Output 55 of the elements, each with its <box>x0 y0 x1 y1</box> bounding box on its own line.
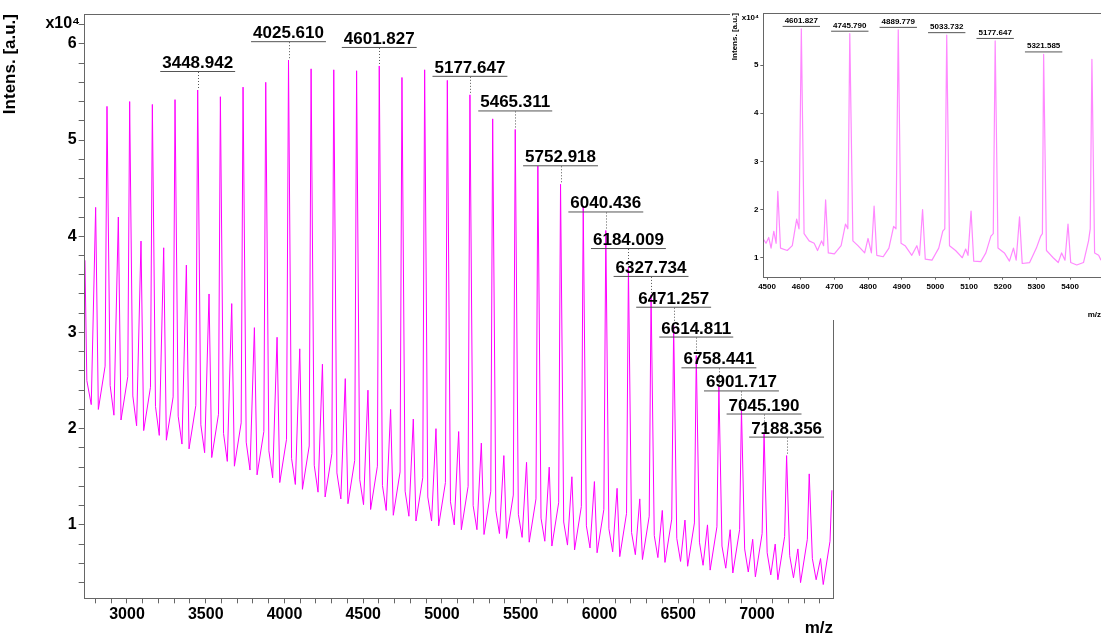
y-tick-label: 1 <box>67 515 77 533</box>
x-tick-label: 5000 <box>926 281 945 291</box>
annotation: 6471.257 <box>638 288 710 308</box>
annotation: 7188.356 <box>751 418 823 438</box>
x-tick-label: 3500 <box>187 605 224 623</box>
annotation: 5177.647 <box>978 27 1013 37</box>
x-tick-label: 5200 <box>993 281 1013 291</box>
x-axis-title: m/z <box>1087 310 1101 320</box>
y-tick-label: 5 <box>753 60 759 70</box>
y-axis-title: Intens. [a.u.] <box>0 14 19 115</box>
annotation: 7045.190 <box>728 395 800 415</box>
y-tick-label: 3 <box>67 322 77 340</box>
x-tick-label: 5300 <box>1027 281 1046 291</box>
annotation: 3448.942 <box>162 53 234 73</box>
y-tick-label: 5 <box>67 130 77 148</box>
y-tick-label: 4 <box>753 108 759 118</box>
annotation: 5177.647 <box>434 57 506 77</box>
y-tick-label: 6 <box>67 34 77 52</box>
annotation: 5033.732 <box>930 22 964 32</box>
x-tick-label: 3000 <box>109 605 145 623</box>
x-tick-label: 6000 <box>581 605 618 623</box>
y-tick-label: 2 <box>753 204 759 214</box>
x-tick-label: 4500 <box>345 605 382 623</box>
annotation: 6040.436 <box>570 193 642 213</box>
annotation: 5752.918 <box>525 147 596 167</box>
x-tick-label: 6500 <box>660 605 697 623</box>
x-tick-label: 4500 <box>758 281 777 291</box>
x-tick-label: 7000 <box>739 605 775 623</box>
annotation: 5321.585 <box>1026 41 1061 51</box>
x-tick-label: 4600 <box>791 281 811 291</box>
annotation: 6901.717 <box>706 372 777 392</box>
x-tick-label: 5400 <box>1061 281 1080 291</box>
annotation: 4025.610 <box>253 23 324 43</box>
x-tick-label: 4700 <box>825 281 844 291</box>
annotation: 6614.811 <box>661 318 732 338</box>
y-tick-label: 4 <box>67 226 77 244</box>
x-tick-label: 5000 <box>424 605 460 623</box>
x-tick-label: 5500 <box>502 605 539 623</box>
annotation: 4745.790 <box>833 20 868 30</box>
x-axis-title: m/z <box>804 618 833 638</box>
y-axis-title: Intens. [a.u.] <box>730 12 739 61</box>
y-tick-label: 1 <box>753 252 759 262</box>
x-tick-label: 4000 <box>266 605 303 623</box>
annotation: 4601.827 <box>343 28 415 48</box>
annotation: 5465.311 <box>480 92 551 112</box>
x-tick-label: 4800 <box>859 281 878 291</box>
x-tick-label: 5100 <box>960 281 979 291</box>
y-tick-label: 2 <box>67 419 77 437</box>
annotation: 4601.827 <box>784 15 819 25</box>
y-tick-label: 3 <box>753 156 759 166</box>
x-tick-label: 4900 <box>892 281 912 291</box>
annotation: 6327.734 <box>615 257 688 277</box>
annotation: x10⁴ <box>741 13 760 23</box>
annotation: 4889.779 <box>881 16 916 26</box>
text: x10⁴ <box>45 14 81 32</box>
